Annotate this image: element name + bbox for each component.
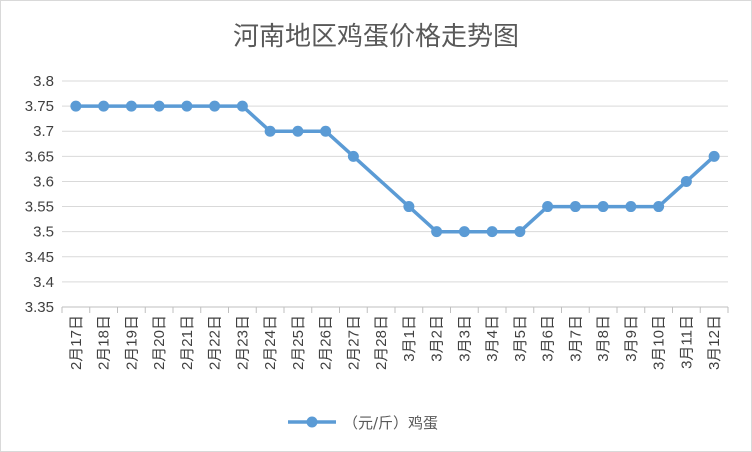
data-point bbox=[486, 226, 498, 238]
x-tick-label: 2月25日 bbox=[290, 315, 307, 370]
x-tick-label: 3月1日 bbox=[401, 315, 418, 362]
x-tick-label: 3月9日 bbox=[623, 315, 640, 362]
x-tick-label: 3月6日 bbox=[540, 315, 557, 362]
data-point bbox=[403, 201, 415, 213]
x-tick-label: 3月5日 bbox=[512, 315, 529, 362]
data-point bbox=[125, 100, 137, 112]
x-tick-label: 3月4日 bbox=[484, 315, 501, 362]
x-tick-label: 3月10日 bbox=[651, 315, 668, 370]
data-point bbox=[680, 175, 692, 187]
y-axis-tick-labels: 3.8 3.75 3.7 3.65 3.6 3.55 3.5 3.45 3.4 3.35 bbox=[25, 73, 54, 316]
x-tick-label: 2月22日 bbox=[207, 315, 224, 370]
data-point bbox=[653, 201, 665, 213]
x-tick-label: 2月26日 bbox=[318, 315, 335, 370]
gridlines bbox=[62, 80, 728, 283]
data-point bbox=[181, 100, 193, 112]
x-tick-label: 2月20日 bbox=[151, 315, 168, 370]
data-point bbox=[292, 125, 304, 137]
data-point bbox=[153, 100, 165, 112]
data-point bbox=[542, 201, 554, 213]
series-line bbox=[75, 104, 716, 234]
x-tick-label: 2月19日 bbox=[123, 315, 140, 370]
data-point bbox=[98, 100, 110, 112]
x-tick-label: 3月7日 bbox=[567, 315, 584, 362]
series-layer bbox=[70, 100, 720, 238]
data-point bbox=[514, 226, 526, 238]
legend-label: （元/斤）鸡蛋 bbox=[343, 414, 438, 432]
data-point bbox=[347, 150, 359, 162]
data-point bbox=[431, 226, 443, 238]
y-tick-label: 3.55 bbox=[25, 199, 54, 216]
x-tick-label: 2月18日 bbox=[96, 315, 113, 370]
y-tick-label: 3.45 bbox=[25, 249, 54, 266]
legend-marker bbox=[306, 416, 318, 428]
y-tick-label: 3.4 bbox=[33, 274, 54, 291]
y-tick-label: 3.75 bbox=[25, 98, 54, 115]
y-tick-label: 3.8 bbox=[33, 73, 54, 90]
data-point bbox=[708, 150, 720, 162]
data-point bbox=[597, 201, 609, 213]
data-point bbox=[264, 125, 276, 137]
data-point bbox=[569, 201, 581, 213]
x-tick-label: 2月27日 bbox=[345, 315, 362, 370]
y-tick-label: 3.6 bbox=[33, 173, 54, 190]
data-point bbox=[320, 125, 332, 137]
x-axis: 2月17日 2月18日 2月19日 2月20日 2月21日 2月22日 2月23日 2月24日… bbox=[61, 306, 729, 370]
x-tick-label: 2月23日 bbox=[234, 315, 251, 370]
y-tick-label: 3.7 bbox=[33, 123, 54, 140]
x-tick-label: 3月8日 bbox=[595, 315, 612, 362]
y-tick-label: 3.35 bbox=[25, 299, 54, 316]
x-tick-label: 2月24日 bbox=[262, 315, 279, 370]
x-tick-label: 3月2日 bbox=[429, 315, 446, 362]
x-tick-label: 3月11日 bbox=[678, 315, 695, 369]
legend: （元/斤）鸡蛋 bbox=[288, 414, 438, 432]
data-point bbox=[458, 226, 470, 238]
y-tick-label: 3.5 bbox=[33, 224, 54, 241]
y-tick-label: 3.65 bbox=[25, 148, 54, 165]
data-point bbox=[236, 100, 248, 112]
data-point bbox=[70, 100, 82, 112]
x-tick-label: 2月21日 bbox=[179, 315, 196, 370]
x-tick-label: 2月17日 bbox=[68, 315, 85, 370]
chart-title: 河南地区鸡蛋价格走势图 bbox=[233, 22, 519, 52]
data-point bbox=[625, 201, 637, 213]
x-tick-label: 2月28日 bbox=[373, 315, 390, 370]
x-tick-label: 3月12日 bbox=[706, 315, 723, 370]
data-point bbox=[209, 100, 221, 112]
x-tick-label: 3月3日 bbox=[456, 315, 473, 362]
